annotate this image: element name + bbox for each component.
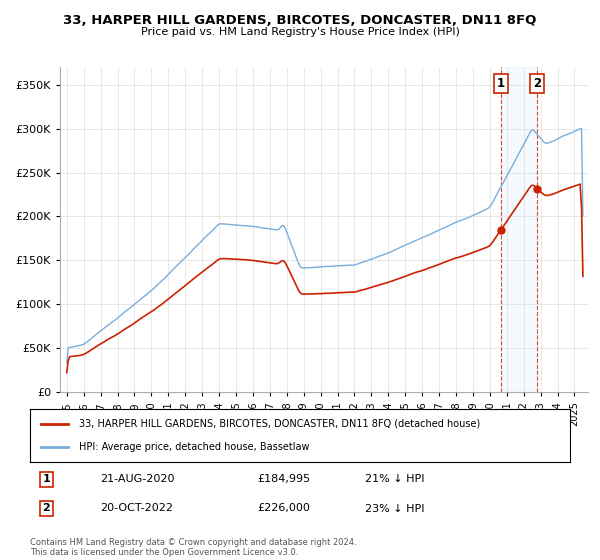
Text: 21-AUG-2020: 21-AUG-2020 — [100, 474, 175, 484]
Bar — [500, 67, 537, 392]
Text: 1: 1 — [43, 474, 50, 484]
Text: Price paid vs. HM Land Registry's House Price Index (HPI): Price paid vs. HM Land Registry's House … — [140, 27, 460, 37]
Text: 33, HARPER HILL GARDENS, BIRCOTES, DONCASTER, DN11 8FQ: 33, HARPER HILL GARDENS, BIRCOTES, DONCA… — [64, 14, 536, 27]
Text: 2: 2 — [533, 77, 541, 90]
Text: £184,995: £184,995 — [257, 474, 310, 484]
Text: 33, HARPER HILL GARDENS, BIRCOTES, DONCASTER, DN11 8FQ (detached house): 33, HARPER HILL GARDENS, BIRCOTES, DONCA… — [79, 419, 480, 429]
Text: 1: 1 — [497, 77, 505, 90]
Text: 2: 2 — [43, 503, 50, 514]
Text: £226,000: £226,000 — [257, 503, 310, 514]
Text: Contains HM Land Registry data © Crown copyright and database right 2024.
This d: Contains HM Land Registry data © Crown c… — [30, 538, 356, 557]
Text: 21% ↓ HPI: 21% ↓ HPI — [365, 474, 424, 484]
Text: 20-OCT-2022: 20-OCT-2022 — [100, 503, 173, 514]
Text: HPI: Average price, detached house, Bassetlaw: HPI: Average price, detached house, Bass… — [79, 442, 309, 452]
Text: 23% ↓ HPI: 23% ↓ HPI — [365, 503, 424, 514]
